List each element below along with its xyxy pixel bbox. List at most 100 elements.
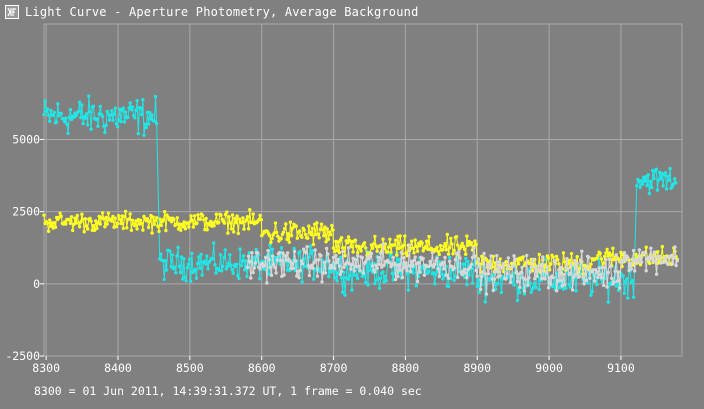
- data-point: [481, 270, 485, 274]
- data-point: [164, 228, 168, 233]
- data-point: [236, 273, 240, 278]
- data-point: [535, 274, 539, 278]
- data-point: [393, 277, 398, 282]
- data-point: [650, 185, 654, 190]
- data-point: [84, 224, 89, 228]
- data-point: [595, 282, 599, 287]
- data-point: [335, 279, 339, 283]
- data-point: [465, 234, 469, 238]
- data-point: [626, 296, 630, 300]
- data-point: [460, 272, 464, 277]
- data-point: [577, 274, 582, 279]
- data-point: [205, 228, 209, 232]
- data-point: [453, 257, 458, 262]
- data-point: [411, 246, 415, 250]
- data-point: [156, 224, 160, 228]
- data-point: [414, 284, 418, 288]
- data-point: [476, 257, 481, 262]
- data-point: [292, 246, 296, 251]
- data-point: [327, 274, 331, 279]
- data-point: [451, 252, 455, 256]
- chart-axes: 8300 8400 8500 8600 8700 8800 8900 9000 9100 -250…: [5, 132, 634, 375]
- data-point: [144, 125, 148, 130]
- data-point: [241, 216, 245, 220]
- data-point: [568, 285, 573, 289]
- data-point: [470, 281, 475, 285]
- data-point: [415, 279, 420, 284]
- data-point: [119, 119, 123, 124]
- data-point: [268, 265, 272, 270]
- data-point: [333, 266, 337, 271]
- data-point: [628, 261, 632, 266]
- data-point: [252, 266, 256, 270]
- data-point: [341, 249, 345, 254]
- data-point: [631, 248, 636, 253]
- data-point: [598, 251, 602, 256]
- data-point: [302, 247, 306, 251]
- data-point: [315, 221, 319, 225]
- data-point: [174, 222, 178, 226]
- data-point: [526, 283, 530, 287]
- data-point: [405, 269, 409, 273]
- data-point: [59, 214, 63, 218]
- data-point: [245, 215, 250, 219]
- data-point: [250, 251, 254, 255]
- data-point: [170, 253, 174, 257]
- data-point: [588, 265, 592, 270]
- data-point: [446, 284, 451, 289]
- data-point: [396, 274, 400, 279]
- data-point: [345, 241, 349, 245]
- data-point: [320, 227, 325, 232]
- data-point: [330, 223, 334, 228]
- data-point: [364, 280, 368, 285]
- data-point: [121, 226, 126, 231]
- data-point: [335, 248, 339, 253]
- data-point: [366, 283, 370, 287]
- data-point: [299, 259, 304, 263]
- data-point: [125, 226, 129, 230]
- data-point: [610, 276, 614, 281]
- data-point: [214, 212, 219, 216]
- data-point: [210, 257, 215, 261]
- data-point: [251, 270, 255, 275]
- data-point: [402, 243, 406, 247]
- data-point: [384, 279, 389, 283]
- data-point: [354, 273, 359, 278]
- y-tick-label: 2500: [12, 205, 40, 219]
- data-point: [247, 260, 252, 264]
- data-point: [644, 269, 648, 273]
- data-point: [46, 113, 51, 117]
- data-point: [206, 267, 210, 271]
- data-point: [113, 216, 118, 220]
- data-point: [308, 244, 312, 248]
- data-point: [437, 252, 441, 257]
- data-point: [292, 249, 297, 254]
- data-point: [71, 228, 75, 233]
- data-point: [228, 221, 232, 225]
- data-point: [626, 256, 630, 260]
- data-point: [548, 268, 552, 272]
- data-point: [130, 218, 135, 222]
- data-point: [411, 264, 415, 268]
- data-point: [413, 255, 417, 259]
- data-point: [497, 260, 501, 264]
- data-point: [606, 270, 610, 275]
- data-point: [519, 270, 523, 275]
- light-curve-app-icon[interactable]: [5, 5, 19, 19]
- data-point: [230, 213, 235, 217]
- data-point: [528, 281, 532, 285]
- data-point: [56, 102, 60, 106]
- data-point: [174, 271, 178, 275]
- data-point: [382, 263, 386, 267]
- data-point: [239, 263, 243, 268]
- data-point: [238, 247, 242, 251]
- data-point: [100, 211, 105, 215]
- data-point: [508, 280, 513, 284]
- data-point: [649, 246, 653, 250]
- data-point: [119, 221, 123, 226]
- data-point: [407, 243, 412, 247]
- data-point: [251, 212, 255, 216]
- data-point: [397, 263, 401, 267]
- data-point: [86, 227, 90, 231]
